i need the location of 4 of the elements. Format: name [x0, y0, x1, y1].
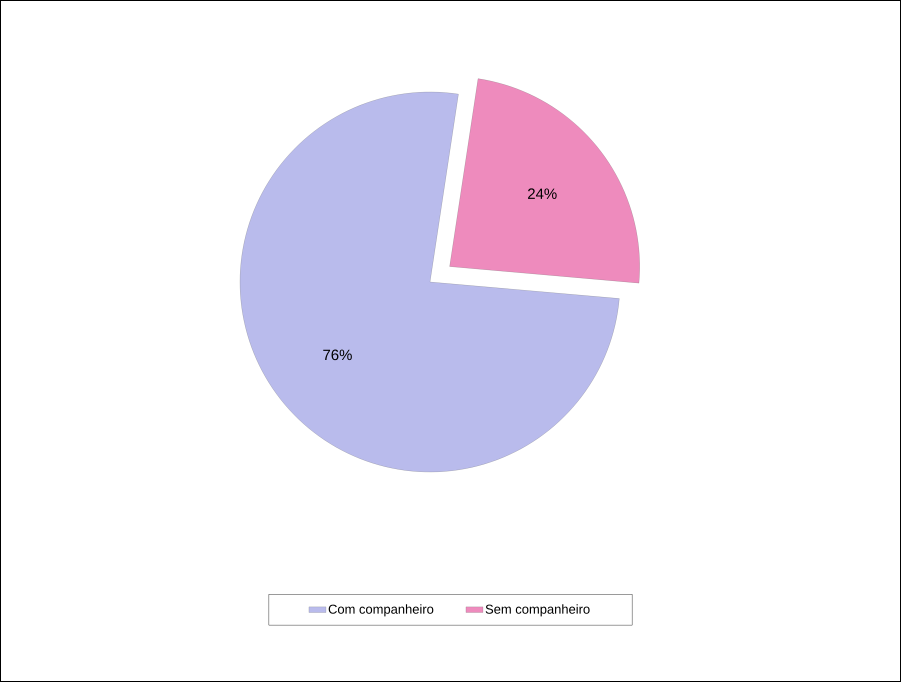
legend-label: Sem companheiro	[486, 604, 590, 616]
data-label: 24%	[528, 188, 557, 199]
data-label: 76%	[323, 350, 352, 360]
legend-label: Com companheiro	[328, 604, 434, 616]
